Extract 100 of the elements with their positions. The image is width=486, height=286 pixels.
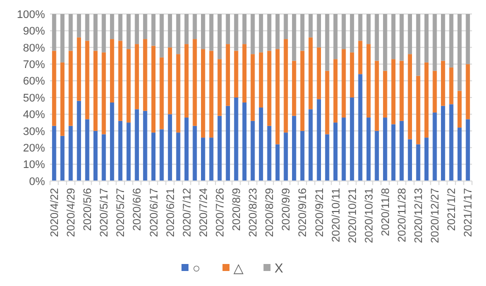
bar <box>267 50 272 126</box>
bar <box>333 14 338 60</box>
bar <box>118 14 122 41</box>
x-tick-label: 2020/4/29 <box>66 188 78 237</box>
bar <box>284 132 288 181</box>
bar <box>383 118 388 181</box>
bar <box>432 112 437 181</box>
bar <box>267 126 272 181</box>
bar <box>275 14 280 50</box>
bar <box>76 37 82 101</box>
x-tick-label: 2020/8/9 <box>231 188 244 231</box>
x-tick-label: 2021/1/17 <box>462 188 475 237</box>
bar <box>400 14 404 61</box>
bar <box>102 52 106 134</box>
bar <box>350 98 354 181</box>
bar <box>60 62 64 136</box>
y-tick-label: 10% <box>22 159 46 172</box>
bar <box>316 47 321 100</box>
y-tick-label: 20% <box>22 142 46 154</box>
bar <box>160 14 164 58</box>
bar <box>68 14 73 51</box>
bar <box>234 98 238 181</box>
bar <box>242 102 247 181</box>
bar <box>226 44 230 106</box>
bar <box>350 52 354 98</box>
bar <box>126 14 131 50</box>
bar <box>184 44 189 118</box>
bar <box>458 128 462 181</box>
bar <box>168 14 172 48</box>
bar <box>126 122 131 181</box>
bar <box>184 118 189 181</box>
bar <box>250 54 255 121</box>
bar <box>391 59 396 124</box>
bar <box>218 59 222 116</box>
bar <box>151 46 156 133</box>
x-tick-label: 2020/6/21 <box>164 188 177 237</box>
x-tick-label: 2020/12/13 <box>413 188 426 244</box>
y-tick-label: 100% <box>16 8 46 21</box>
bar <box>308 109 313 181</box>
bar <box>292 60 296 116</box>
y-tick-label: 40% <box>22 109 46 122</box>
bar <box>408 54 412 140</box>
bar <box>316 14 321 48</box>
bar <box>366 14 371 44</box>
bar <box>466 64 470 120</box>
bar <box>93 50 98 131</box>
x-tick-label: 2020/11/8 <box>380 188 392 236</box>
bar <box>275 144 280 181</box>
bar <box>258 108 264 181</box>
x-tick-label: 2020/7/26 <box>214 188 226 237</box>
bar <box>52 14 56 51</box>
bar <box>358 14 362 41</box>
x-tick-label: 2020/10/31 <box>363 188 376 244</box>
legend-label: X <box>274 260 284 276</box>
bar <box>342 14 346 50</box>
bar <box>60 136 64 181</box>
bar <box>110 39 114 103</box>
bar <box>342 118 346 181</box>
bar <box>400 120 404 181</box>
bar <box>440 14 446 61</box>
bar <box>226 106 230 181</box>
bar <box>118 120 122 181</box>
bar <box>126 49 131 123</box>
bar <box>234 14 238 51</box>
bar <box>209 50 214 138</box>
bar <box>60 14 64 62</box>
bar <box>176 132 180 181</box>
y-tick-label: 80% <box>22 42 46 54</box>
bar <box>316 99 321 181</box>
bar <box>466 14 470 64</box>
x-tick-label: 2020/6/17 <box>148 188 160 237</box>
bar <box>76 100 82 181</box>
y-tick-label: 0% <box>29 176 46 188</box>
bar <box>458 90 462 128</box>
bar <box>358 40 362 74</box>
bar <box>300 130 304 181</box>
x-tick-label: 2020/11/28 <box>396 188 409 242</box>
x-tick-label: 2021/1/2 <box>446 188 458 231</box>
bar <box>416 76 420 144</box>
bar <box>391 124 396 181</box>
bar <box>242 44 247 103</box>
bar <box>300 50 304 131</box>
bar <box>168 47 172 114</box>
bar <box>209 14 214 51</box>
bar <box>168 114 172 181</box>
bar <box>134 44 139 110</box>
legend-label: △ <box>234 260 244 276</box>
bar <box>350 14 354 52</box>
bar <box>102 134 106 181</box>
bar <box>226 14 230 44</box>
bar <box>440 106 446 181</box>
bar <box>374 60 379 131</box>
bar <box>93 14 98 51</box>
bar <box>143 110 148 181</box>
x-tick-label: 2020/5/27 <box>115 188 128 237</box>
bar <box>284 14 288 40</box>
y-tick-label: 90% <box>22 26 46 38</box>
x-tick-label: 2020/9/21 <box>314 188 326 237</box>
x-tick-label: 2020/7/24 <box>198 188 210 237</box>
bar <box>408 14 412 54</box>
